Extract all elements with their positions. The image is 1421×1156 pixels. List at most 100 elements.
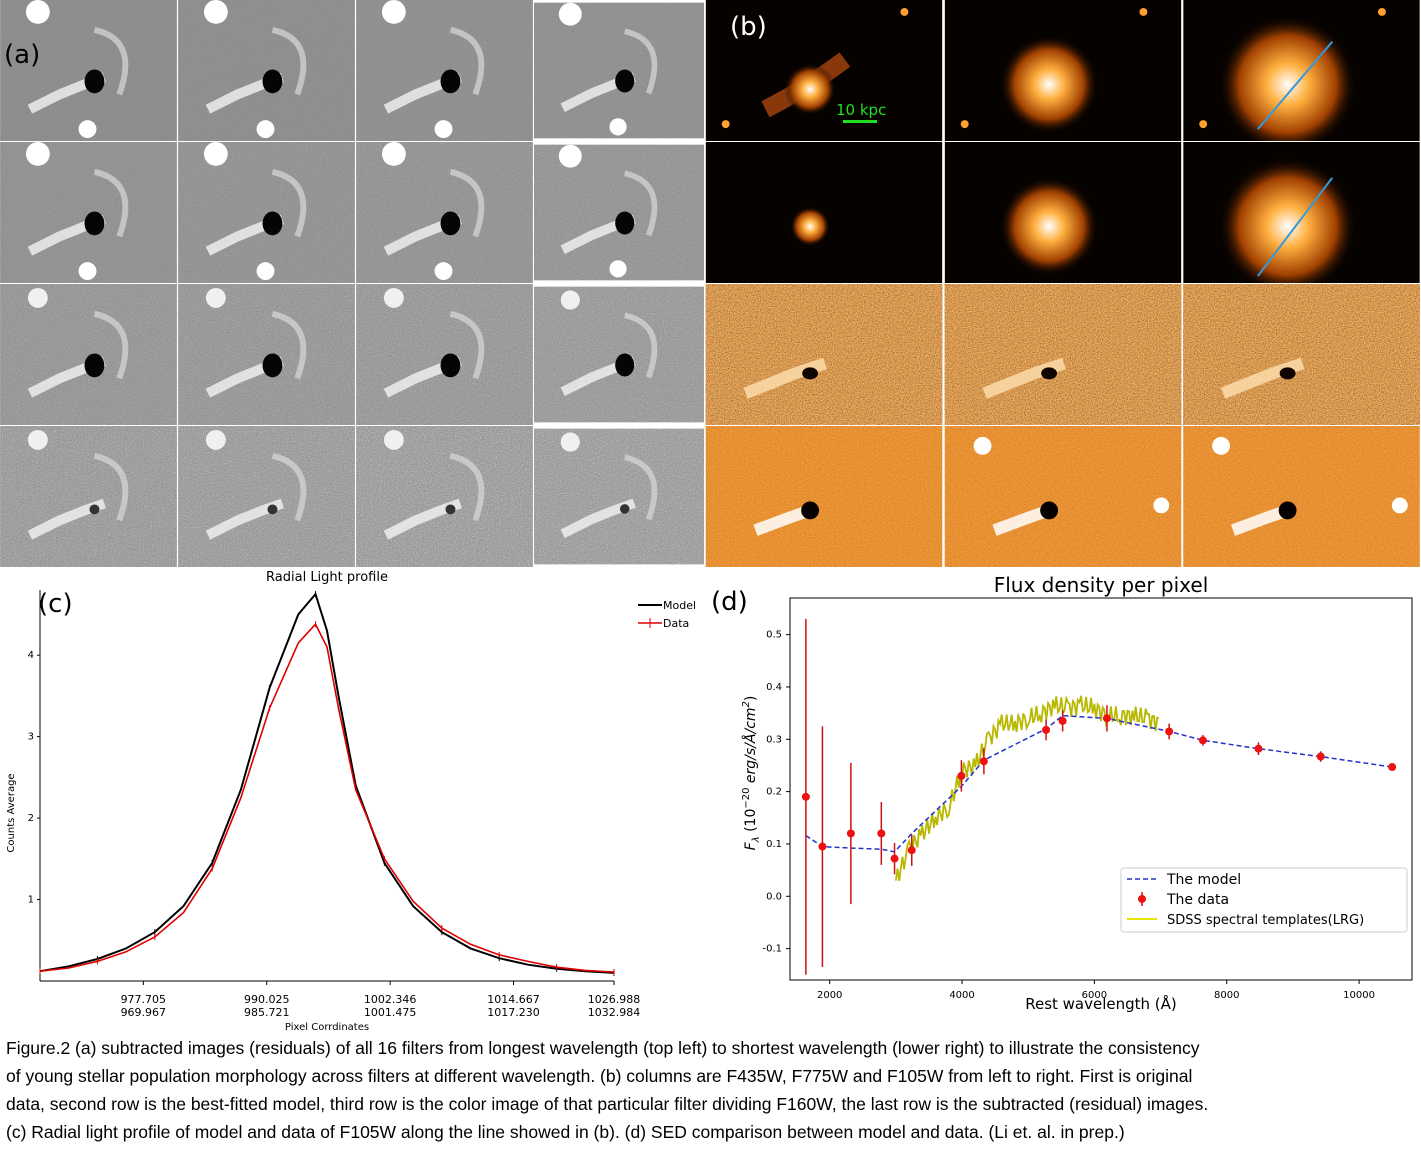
- residual-tile: [356, 426, 533, 567]
- chart-d-data-point: [1042, 725, 1051, 734]
- ylabel-tail: erg/s/Å/cm: [742, 707, 759, 787]
- chart-c-y-tick-label: 3: [28, 732, 34, 743]
- dark-core: [802, 367, 819, 380]
- dark-core: [445, 504, 456, 515]
- tidal-streak: [743, 357, 827, 399]
- arc-feature: [271, 310, 307, 380]
- dark-core: [619, 504, 630, 514]
- star-blob: [973, 436, 992, 455]
- star-blob: [203, 142, 228, 166]
- chart-d-xlabel: Rest wavelength (Å): [1025, 994, 1177, 1013]
- filter-tile: [944, 426, 1182, 567]
- chart-d-y-tick-label: 0.0: [766, 891, 782, 902]
- tile-noise: [1183, 284, 1420, 425]
- tile-noise: [0, 0, 177, 141]
- residual-tile: [178, 284, 355, 425]
- chart-d-data-point: [1254, 744, 1263, 753]
- dark-core: [84, 211, 105, 236]
- chart-d-data-point: [877, 829, 886, 838]
- chart-d-data-point: [801, 792, 810, 801]
- chart-d-y-tick-label: -0.1: [762, 944, 782, 955]
- chart-d-y-tick-label: 0.2: [766, 787, 782, 798]
- chart-d-x-tick-label: 2000: [817, 990, 842, 1001]
- residual-tile-image: [356, 426, 533, 567]
- svg-text:Fλ (10−20 erg/s/Å/cm2): Fλ (10−20 erg/s/Å/cm2): [741, 696, 762, 851]
- tidal-streak: [1220, 357, 1305, 399]
- star-blob: [78, 120, 97, 139]
- chart-c-xlabel: Pixel Corrdinates: [285, 1022, 369, 1033]
- residual-tile-image: [0, 142, 177, 283]
- filter-tile: [705, 0, 943, 141]
- filter-tile: [944, 142, 1182, 283]
- chart-c-title: Radial Light profile: [266, 570, 388, 585]
- chart-c-x-tick-label-top: 1026.988: [588, 993, 641, 1006]
- star-blob: [960, 120, 969, 129]
- dark-core: [262, 211, 283, 236]
- chart-d-data-point: [1388, 763, 1397, 772]
- arc-feature: [271, 26, 307, 96]
- tile-noise: [0, 426, 177, 567]
- star-blob: [27, 429, 48, 450]
- tile-noise: [534, 428, 704, 565]
- residual-tile-image: [534, 2, 704, 139]
- chart-c-series-model: [39, 592, 615, 974]
- star-blob: [27, 287, 48, 308]
- ylabel-sub: λ: [751, 836, 762, 843]
- chart-d-data-point: [1198, 736, 1207, 745]
- filter-tile-image: [1183, 142, 1420, 283]
- residual-tile-image: [356, 284, 533, 425]
- star-blob: [25, 0, 50, 24]
- caption-line-1: Figure.2 (a) subtracted images (residual…: [6, 1038, 1200, 1058]
- filter-tile: [705, 142, 943, 283]
- dark-core: [440, 353, 461, 378]
- legend-data-marker: [1138, 895, 1146, 903]
- tile-noise: [356, 0, 533, 141]
- star-blob: [256, 120, 275, 139]
- chart-c-ylabel: Counts Average: [6, 773, 17, 852]
- filter-tile-image: [1183, 284, 1420, 425]
- residual-tile-image: [356, 0, 533, 141]
- residual-tile-image: [178, 426, 355, 567]
- star-blob: [560, 432, 580, 452]
- chart-d-model-line: [805, 714, 1393, 853]
- residual-tile: [534, 284, 704, 425]
- filter-tile-image: [705, 142, 943, 283]
- dark-core: [262, 353, 283, 378]
- chart-c-y-tick-label: 4: [28, 650, 34, 661]
- dark-core: [1041, 367, 1058, 380]
- dark-core: [84, 353, 105, 378]
- chart-c-x-tick-label-top: 1002.346: [364, 993, 417, 1006]
- dark-core: [1279, 367, 1296, 380]
- residual-tile: [534, 0, 704, 141]
- arc-feature: [449, 452, 485, 522]
- chart-d-frame: [789, 597, 1413, 981]
- dark-core: [440, 211, 461, 236]
- filter-tile-image: [1183, 0, 1420, 141]
- star-blob: [560, 290, 580, 310]
- residual-tile-image: [534, 428, 704, 565]
- star-blob: [205, 429, 226, 450]
- legend-template-label: SDSS spectral templates(LRG): [1167, 913, 1364, 928]
- chart-d-data-point: [1316, 752, 1325, 761]
- scale-bar: [843, 120, 877, 123]
- chart-d-x-tick-label: 4000: [949, 990, 974, 1001]
- star-blob: [900, 7, 909, 16]
- residual-tile: [178, 142, 355, 283]
- tile-noise: [705, 284, 943, 425]
- radial-profile-chart: Radial Light profile (c) Pixel Corrdinat…: [6, 570, 696, 1033]
- chart-c-x-tick-label-bottom: 969.967: [121, 1006, 167, 1019]
- chart-d-data-point: [890, 854, 899, 863]
- chart-d-x-tick-label: 8000: [1214, 990, 1239, 1001]
- chart-c-y-tick-label: 2: [28, 813, 34, 824]
- residual-tile: [356, 142, 533, 283]
- residual-tile-image: [534, 286, 704, 423]
- star-blob: [1199, 120, 1208, 129]
- chart-d-y-tick-label: 0.3: [766, 734, 782, 745]
- chart-c-x-tick-label-bottom: 1017.230: [487, 1006, 540, 1019]
- arc-feature: [93, 26, 129, 96]
- sed-flux-chart: Flux density per pixel (d) Rest waveleng…: [711, 573, 1413, 1013]
- chart-d-template-spectrum: [895, 694, 1160, 882]
- chart-c-x-tick-label-bottom: 985.721: [244, 1006, 290, 1019]
- dark-core: [801, 501, 820, 520]
- arc-feature: [624, 312, 658, 379]
